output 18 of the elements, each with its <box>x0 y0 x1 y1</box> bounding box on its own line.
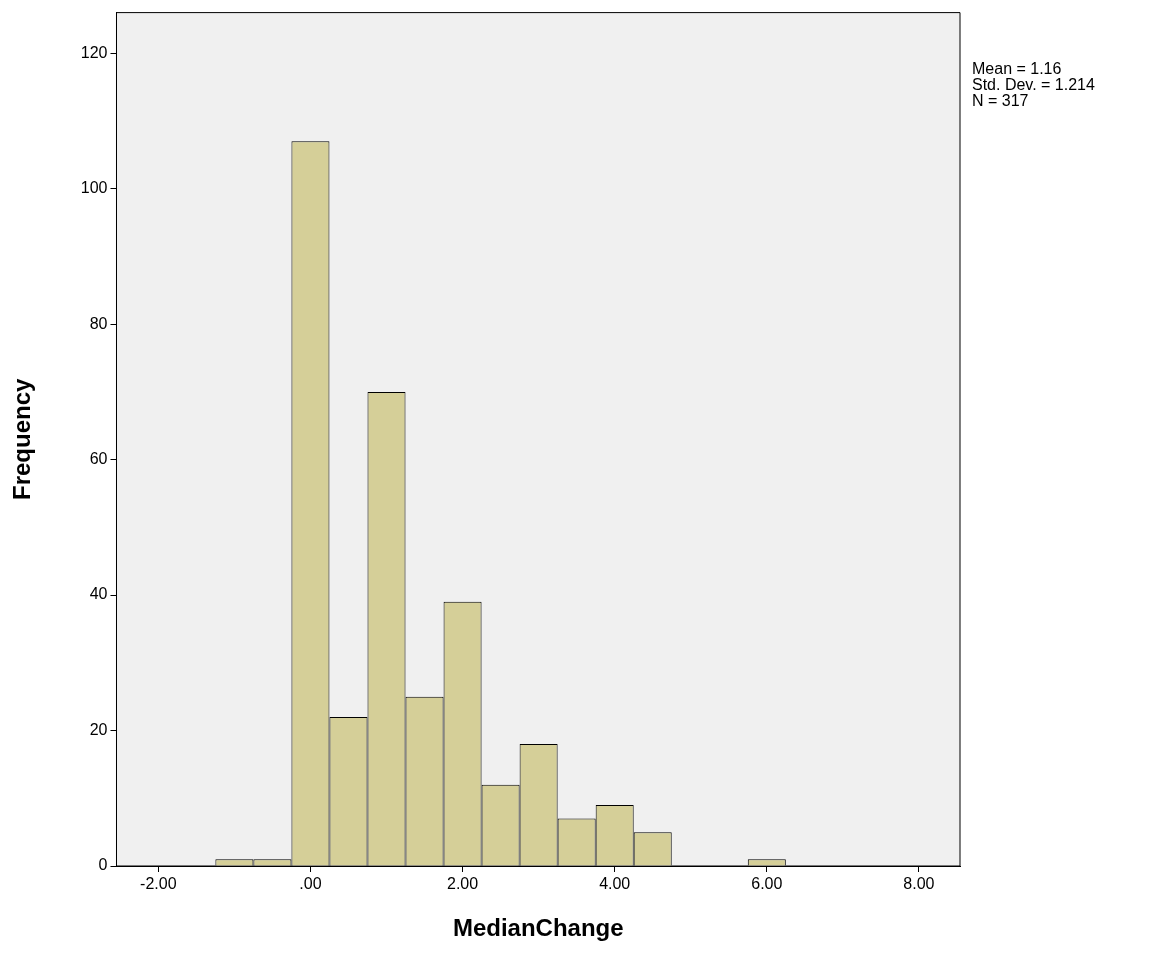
x-tick-label: 4.00 <box>599 875 631 893</box>
x-tick-label: .00 <box>299 875 322 893</box>
y-axis-title: Frequency <box>8 377 36 500</box>
y-tick-label: 40 <box>89 585 108 603</box>
x-tick-label: 6.00 <box>751 875 783 893</box>
text: Mean = 1.16 <box>972 60 1063 77</box>
y-tick-label: 20 <box>89 720 108 738</box>
x-tick-label: -2.00 <box>140 875 177 893</box>
y-tick-label: 120 <box>80 43 108 61</box>
y-tick-label: 80 <box>89 314 108 332</box>
y-tick-label: 60 <box>89 450 108 468</box>
y-tick-label: 100 <box>80 179 108 197</box>
text: N = 317 <box>972 92 1030 109</box>
x-tick-label: 8.00 <box>903 875 935 893</box>
y-tick-label: 0 <box>98 856 108 874</box>
x-axis-title: MedianChange <box>452 914 624 942</box>
text: Std. Dev. = 1.214 <box>972 76 1095 93</box>
x-tick-label: 2.00 <box>447 875 479 893</box>
